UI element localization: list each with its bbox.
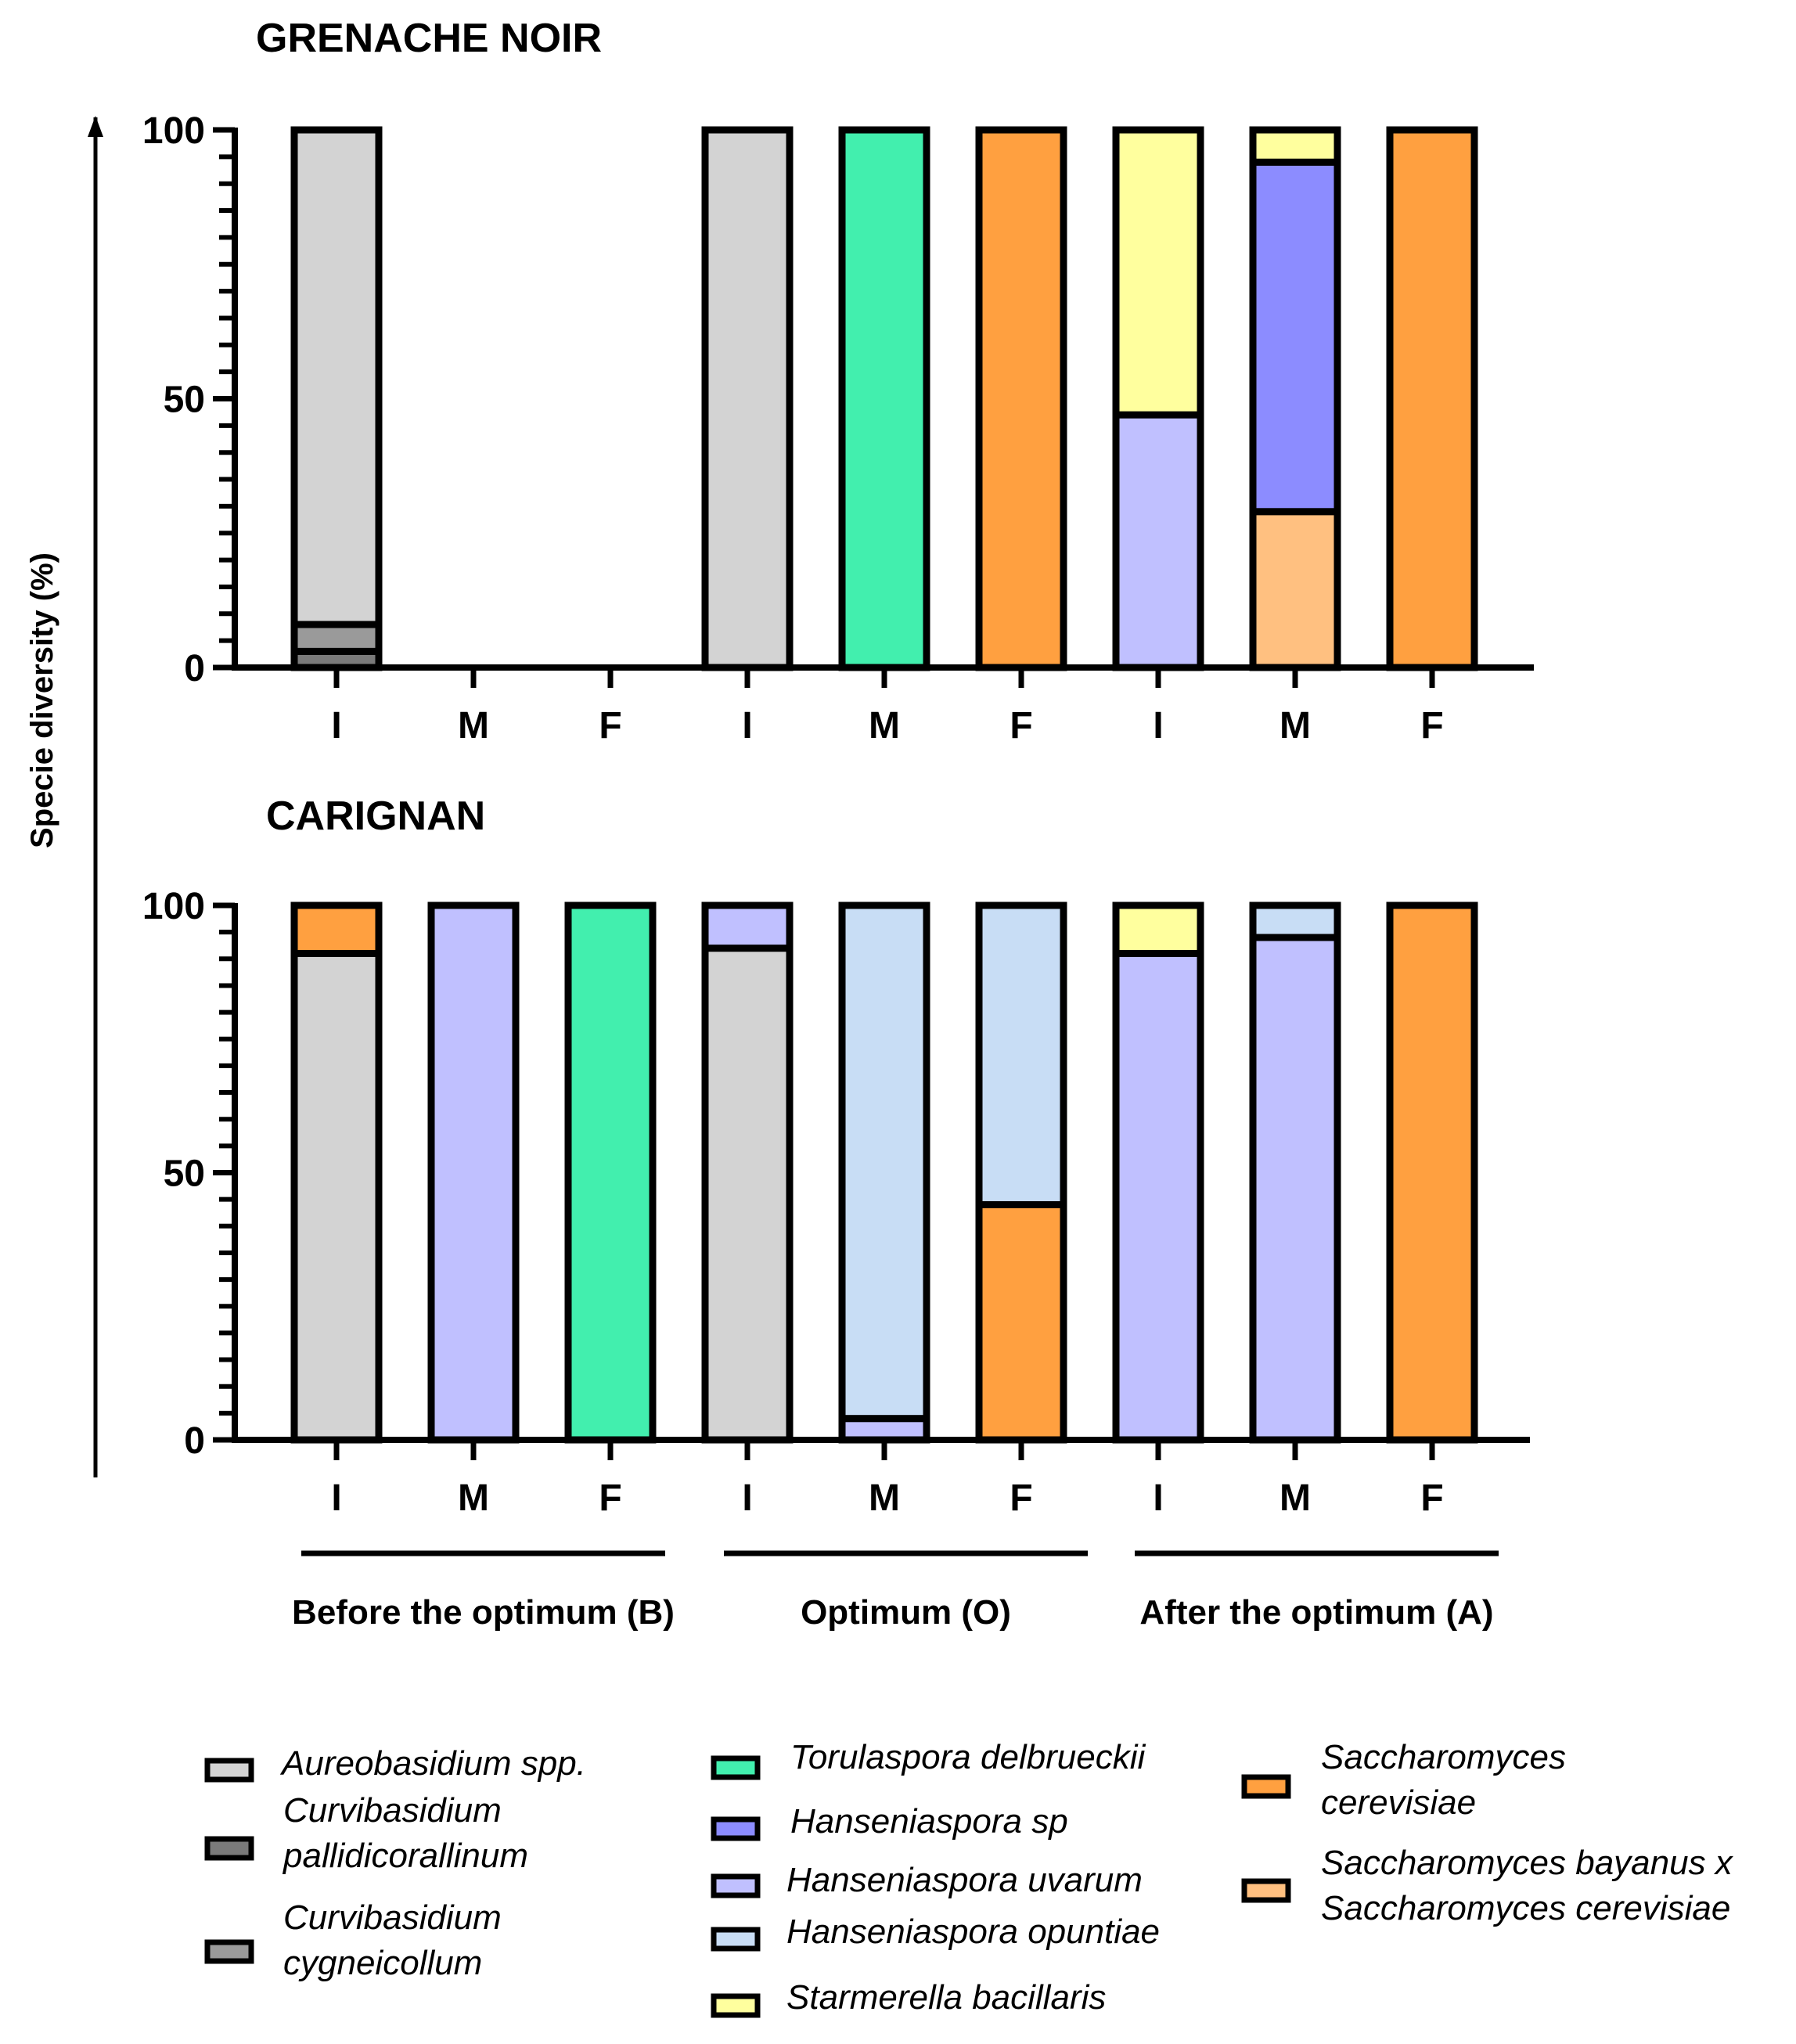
bar-segment-aureo xyxy=(290,949,383,1444)
group-label: After the optimum (A) xyxy=(1139,1593,1493,1632)
bar-segment-ccyg xyxy=(290,621,383,655)
x-tick-label: I xyxy=(331,1477,341,1519)
panels: GRENACHE NOIR 0 50 100 I M F I M F I M F CARIGNAN 0 50 1… xyxy=(142,16,1534,1519)
x-tick-label: M xyxy=(869,705,900,747)
x-tick-label: F xyxy=(599,1477,621,1519)
y-tick-label: 100 xyxy=(142,886,205,927)
bar-segment-starm xyxy=(1112,126,1204,419)
legend-item-aureo: Aureobasidium spp. xyxy=(204,1744,586,1783)
x-tick-label: I xyxy=(742,1477,752,1519)
bar-segment-huva xyxy=(1112,949,1204,1444)
bar-segment-hopu xyxy=(1249,901,1341,941)
y-tick-label: 100 xyxy=(142,110,205,152)
x-tick-label: F xyxy=(1420,705,1443,747)
legend-swatch xyxy=(711,1816,761,1841)
legend-item-ccyg: Curvibasidium cygneicollum xyxy=(204,1898,502,1982)
x-tick-label: F xyxy=(1010,705,1032,747)
x-tick-label: I xyxy=(742,705,752,747)
bar-segment-huva xyxy=(1112,411,1204,671)
panel-title: CARIGNAN xyxy=(266,793,485,839)
legend-item-hsp: Hanseniaspora sp xyxy=(711,1802,1068,1841)
legend-label: Aureobasidium spp. xyxy=(279,1744,586,1783)
legend: Aureobasidium spp. Curvibasidium pallidico… xyxy=(204,1738,1734,2018)
legend-label: cygneicollum xyxy=(283,1944,482,1982)
legend-swatch xyxy=(1241,1774,1291,1799)
x-tick-label: M xyxy=(1280,1477,1311,1519)
legend-item-hopu: Hanseniaspora opuntiae xyxy=(711,1913,1160,1952)
y-tick-label: 50 xyxy=(164,1153,205,1195)
legend-item-sbay: Saccharomyces bayanus x Saccharomyces cer… xyxy=(1241,1844,1734,1927)
legend-label: pallidicorallinum xyxy=(282,1837,528,1875)
legend-label: Hanseniaspora opuntiae xyxy=(786,1913,1160,1951)
legend-label: Curvibasidium xyxy=(283,1791,502,1830)
panel-title: GRENACHE NOIR xyxy=(256,16,602,61)
bar-segment-huva xyxy=(1249,934,1341,1444)
legend-label: cerevisiae xyxy=(1321,1783,1476,1822)
legend-swatch xyxy=(204,1836,254,1861)
legend-item-starm: Starmerella bacillaris xyxy=(711,1978,1106,2018)
legend-label: Saccharomyces xyxy=(1321,1738,1566,1776)
bar-segment-scer xyxy=(290,901,383,957)
legend-label: Curvibasidium xyxy=(283,1898,502,1937)
legend-item-torula: Torulaspora delbrueckii xyxy=(711,1738,1146,1780)
legend-label: Torulaspora delbrueckii xyxy=(790,1738,1146,1776)
legend-label: Saccharomyces bayanus x xyxy=(1321,1844,1734,1882)
legend-swatch xyxy=(711,1927,761,1952)
bar-segment-scer xyxy=(1386,901,1478,1444)
x-tick-label: I xyxy=(331,705,341,747)
bar-segment-sbay xyxy=(1249,508,1341,671)
bar-segment-scer xyxy=(1386,126,1478,671)
legend-swatch xyxy=(204,1939,254,1964)
bar-segment-starm xyxy=(1112,901,1204,957)
x-tick-label: M xyxy=(458,1477,489,1519)
legend-item-huva: Hanseniaspora uvarum xyxy=(711,1861,1143,1899)
bar-segment-scer xyxy=(975,1200,1067,1444)
legend-item-cpall: Curvibasidium pallidicorallinum xyxy=(204,1791,528,1875)
bar-segment-torula xyxy=(564,901,657,1444)
legend-label: Hanseniaspora uvarum xyxy=(786,1861,1143,1899)
x-tick-label: I xyxy=(1153,705,1163,747)
bar-segment-starm xyxy=(1249,126,1341,166)
panel-carignan: CARIGNAN 0 50 100 I M F I M F I M F xyxy=(142,793,1530,1519)
x-tick-label: F xyxy=(1010,1477,1032,1519)
bar-segment-scer xyxy=(975,126,1067,671)
legend-label: Saccharomyces cerevisiae xyxy=(1321,1889,1730,1927)
bar-segment-torula xyxy=(838,126,930,671)
x-tick-label: F xyxy=(599,705,621,747)
y-tick-label: 0 xyxy=(184,648,205,689)
x-tick-label: M xyxy=(869,1477,900,1519)
bar-segment-aureo xyxy=(290,126,383,628)
x-tick-label: M xyxy=(1280,705,1311,747)
group-label: Before the optimum (B) xyxy=(292,1593,675,1632)
bar-segment-hsp xyxy=(1249,158,1341,516)
bar-segment-aureo xyxy=(701,126,794,671)
group-labels: Before the optimum (B) Optimum (O) After t… xyxy=(292,1550,1499,1632)
x-tick-label: I xyxy=(1153,1477,1163,1519)
bar-segment-hopu xyxy=(838,901,930,1423)
bar-segment-hopu xyxy=(975,901,1067,1208)
y-tick-label: 50 xyxy=(164,380,205,421)
legend-swatch xyxy=(711,1873,761,1898)
x-tick-label: F xyxy=(1420,1477,1443,1519)
legend-swatch xyxy=(711,1993,761,2018)
legend-label: Hanseniaspora sp xyxy=(790,1802,1068,1841)
bar-segment-huva xyxy=(701,901,794,952)
bar-segment-aureo xyxy=(701,945,794,1444)
panel-grenache-noir: GRENACHE NOIR 0 50 100 I M F I M F I M F xyxy=(142,16,1534,747)
legend-swatch xyxy=(711,1755,761,1780)
legend-swatch xyxy=(204,1758,254,1783)
x-tick-label: M xyxy=(458,705,489,747)
y-axis-arrowhead xyxy=(88,116,103,137)
legend-item-scer: Saccharomyces cerevisiae xyxy=(1241,1738,1566,1822)
y-tick-label: 0 xyxy=(184,1420,205,1462)
y-axis-label: Specie diversity (%) xyxy=(25,552,59,848)
bar-segment-huva xyxy=(427,901,520,1444)
group-label: Optimum (O) xyxy=(801,1593,1011,1632)
legend-swatch xyxy=(1241,1878,1291,1903)
legend-label: Starmerella bacillaris xyxy=(786,1978,1106,2017)
